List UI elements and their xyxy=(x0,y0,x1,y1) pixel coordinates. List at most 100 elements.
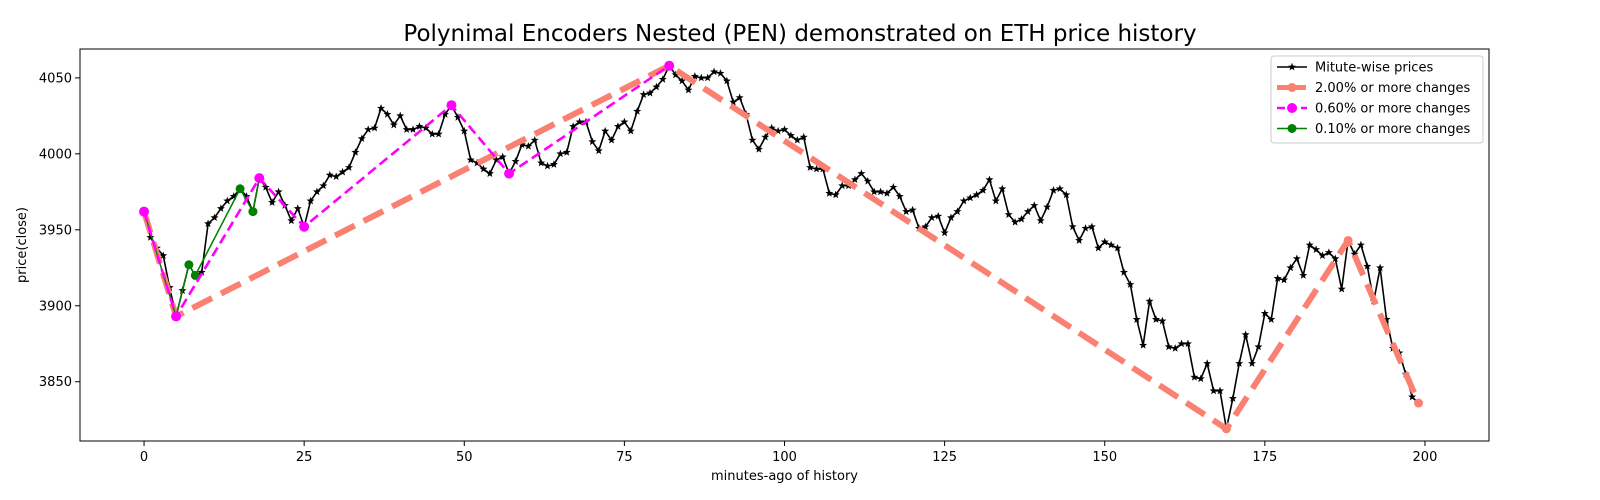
x-tick-label: 200 xyxy=(1413,450,1438,465)
data-point xyxy=(780,125,789,133)
data-point xyxy=(1100,237,1109,246)
data-point xyxy=(1221,424,1231,434)
data-point xyxy=(1331,254,1340,263)
data-point xyxy=(716,69,725,77)
y-axis: 3850 3900 3950 4000 4050 xyxy=(39,71,80,390)
data-point xyxy=(1235,359,1244,367)
data-point xyxy=(517,140,526,149)
data-point xyxy=(1273,274,1282,282)
data-point xyxy=(1248,359,1257,367)
y-tick-label: 3900 xyxy=(39,299,72,314)
data-point xyxy=(1376,263,1385,272)
legend-item-3: 0.10% or more changes xyxy=(1277,122,1471,137)
data-point xyxy=(1023,207,1032,215)
data-point xyxy=(184,260,194,270)
y-tick-label: 4000 xyxy=(39,147,72,162)
x-tick-label: 0 xyxy=(140,450,148,465)
data-point xyxy=(306,196,315,205)
x-axis-label: minutes-ago of history xyxy=(711,469,858,484)
data-point xyxy=(825,189,834,197)
data-point xyxy=(1254,342,1263,351)
data-point xyxy=(620,117,629,126)
data-point xyxy=(940,228,949,237)
data-point xyxy=(652,82,661,91)
data-point xyxy=(396,111,405,120)
data-point xyxy=(613,122,622,130)
data-point xyxy=(767,123,776,132)
data-point xyxy=(453,113,462,121)
data-point xyxy=(998,184,1007,193)
data-point xyxy=(364,125,373,133)
data-point xyxy=(254,173,265,184)
data-point xyxy=(1151,315,1160,323)
data-point xyxy=(850,175,859,184)
data-point xyxy=(1068,222,1077,231)
data-point xyxy=(1171,344,1180,352)
data-point xyxy=(902,207,911,215)
data-point xyxy=(697,73,706,82)
data-point xyxy=(626,126,635,135)
data-point xyxy=(761,132,770,141)
data-point xyxy=(722,76,731,85)
series-0 xyxy=(140,61,1423,433)
data-point xyxy=(1030,201,1039,209)
x-tick-label: 100 xyxy=(772,450,797,465)
legend-label: Mitute-wise prices xyxy=(1315,61,1433,76)
data-point xyxy=(979,186,988,194)
data-point xyxy=(1203,359,1212,367)
data-point xyxy=(934,211,943,220)
data-point xyxy=(261,183,270,191)
data-point xyxy=(594,146,603,155)
data-point xyxy=(1190,372,1199,381)
y-tick-label: 3850 xyxy=(39,375,72,390)
data-point xyxy=(492,155,501,164)
data-point xyxy=(1075,236,1084,244)
data-point xyxy=(690,72,699,80)
series-2 xyxy=(139,60,675,322)
data-point xyxy=(268,198,277,206)
data-point xyxy=(1055,184,1064,193)
data-point xyxy=(569,122,578,130)
data-point xyxy=(1139,341,1148,349)
data-point xyxy=(446,100,457,111)
data-point xyxy=(1318,251,1327,260)
data-point xyxy=(338,167,347,176)
data-point xyxy=(1324,248,1333,256)
data-point xyxy=(671,70,680,79)
data-point xyxy=(786,131,795,139)
legend-label: 2.00% or more changes xyxy=(1315,81,1471,96)
legend-swatch-marker xyxy=(1287,124,1297,133)
legend-item-1: 2.00% or more changes xyxy=(1277,81,1471,96)
data-point xyxy=(908,205,917,214)
data-point xyxy=(1228,394,1237,402)
series-line xyxy=(141,62,1422,432)
data-point xyxy=(1350,249,1359,258)
data-point xyxy=(466,155,475,164)
data-point xyxy=(658,75,667,83)
data-point xyxy=(639,90,648,98)
data-point xyxy=(1164,342,1173,351)
data-point xyxy=(710,67,719,76)
y-tick-label: 4050 xyxy=(39,71,72,86)
x-tick-label: 125 xyxy=(932,450,957,465)
data-point xyxy=(1382,315,1391,323)
plot-series xyxy=(139,60,1424,434)
data-point xyxy=(530,135,539,144)
data-point xyxy=(1049,186,1058,194)
data-point xyxy=(1209,386,1218,395)
data-point xyxy=(703,73,712,82)
data-point xyxy=(242,192,251,200)
data-point xyxy=(146,233,155,241)
data-point xyxy=(1260,309,1269,317)
data-point xyxy=(293,204,302,212)
data-point xyxy=(1119,268,1128,276)
data-point xyxy=(235,184,245,194)
data-point xyxy=(543,161,552,170)
data-point xyxy=(1267,315,1276,323)
data-point xyxy=(524,142,533,150)
data-point xyxy=(1158,316,1167,325)
legend-swatch-marker xyxy=(1287,83,1297,92)
data-point xyxy=(1414,398,1424,408)
data-point xyxy=(498,152,507,161)
data-point xyxy=(1343,235,1353,245)
